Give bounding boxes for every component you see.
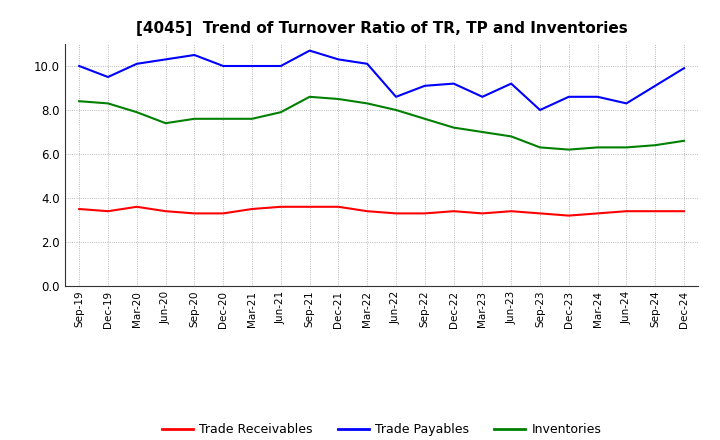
Trade Payables	[420, 83, 429, 88]
Trade Receivables	[161, 209, 170, 214]
Trade Receivables	[392, 211, 400, 216]
Trade Payables	[680, 66, 688, 71]
Trade Receivables	[334, 204, 343, 209]
Title: [4045]  Trend of Turnover Ratio of TR, TP and Inventories: [4045] Trend of Turnover Ratio of TR, TP…	[136, 21, 627, 36]
Trade Payables	[593, 94, 602, 99]
Trade Receivables	[564, 213, 573, 218]
Trade Payables	[392, 94, 400, 99]
Trade Payables	[478, 94, 487, 99]
Trade Payables	[334, 57, 343, 62]
Inventories	[593, 145, 602, 150]
Inventories	[622, 145, 631, 150]
Trade Payables	[276, 63, 285, 69]
Trade Receivables	[420, 211, 429, 216]
Inventories	[420, 116, 429, 121]
Inventories	[507, 134, 516, 139]
Inventories	[132, 110, 141, 115]
Trade Receivables	[305, 204, 314, 209]
Inventories	[536, 145, 544, 150]
Line: Trade Receivables: Trade Receivables	[79, 207, 684, 216]
Trade Receivables	[248, 206, 256, 212]
Trade Payables	[248, 63, 256, 69]
Trade Payables	[219, 63, 228, 69]
Inventories	[651, 143, 660, 148]
Trade Receivables	[536, 211, 544, 216]
Trade Receivables	[622, 209, 631, 214]
Inventories	[104, 101, 112, 106]
Trade Payables	[75, 63, 84, 69]
Inventories	[564, 147, 573, 152]
Trade Receivables	[190, 211, 199, 216]
Inventories	[75, 99, 84, 104]
Trade Receivables	[75, 206, 84, 212]
Inventories	[190, 116, 199, 121]
Trade Payables	[622, 101, 631, 106]
Trade Payables	[564, 94, 573, 99]
Trade Receivables	[651, 209, 660, 214]
Trade Payables	[651, 83, 660, 88]
Inventories	[449, 125, 458, 130]
Trade Payables	[305, 48, 314, 53]
Trade Payables	[190, 52, 199, 58]
Trade Payables	[507, 81, 516, 86]
Trade Payables	[132, 61, 141, 66]
Trade Receivables	[276, 204, 285, 209]
Inventories	[680, 138, 688, 143]
Trade Payables	[104, 74, 112, 80]
Trade Payables	[363, 61, 372, 66]
Inventories	[478, 129, 487, 135]
Legend: Trade Receivables, Trade Payables, Inventories: Trade Receivables, Trade Payables, Inven…	[157, 418, 606, 440]
Trade Payables	[449, 81, 458, 86]
Trade Receivables	[593, 211, 602, 216]
Inventories	[276, 110, 285, 115]
Trade Receivables	[449, 209, 458, 214]
Line: Inventories: Inventories	[79, 97, 684, 150]
Inventories	[161, 121, 170, 126]
Trade Receivables	[680, 209, 688, 214]
Inventories	[219, 116, 228, 121]
Inventories	[248, 116, 256, 121]
Trade Receivables	[478, 211, 487, 216]
Line: Trade Payables: Trade Payables	[79, 51, 684, 110]
Inventories	[334, 96, 343, 102]
Trade Receivables	[219, 211, 228, 216]
Trade Receivables	[132, 204, 141, 209]
Trade Receivables	[507, 209, 516, 214]
Inventories	[392, 107, 400, 113]
Trade Payables	[161, 57, 170, 62]
Inventories	[363, 101, 372, 106]
Inventories	[305, 94, 314, 99]
Trade Receivables	[363, 209, 372, 214]
Trade Payables	[536, 107, 544, 113]
Trade Receivables	[104, 209, 112, 214]
